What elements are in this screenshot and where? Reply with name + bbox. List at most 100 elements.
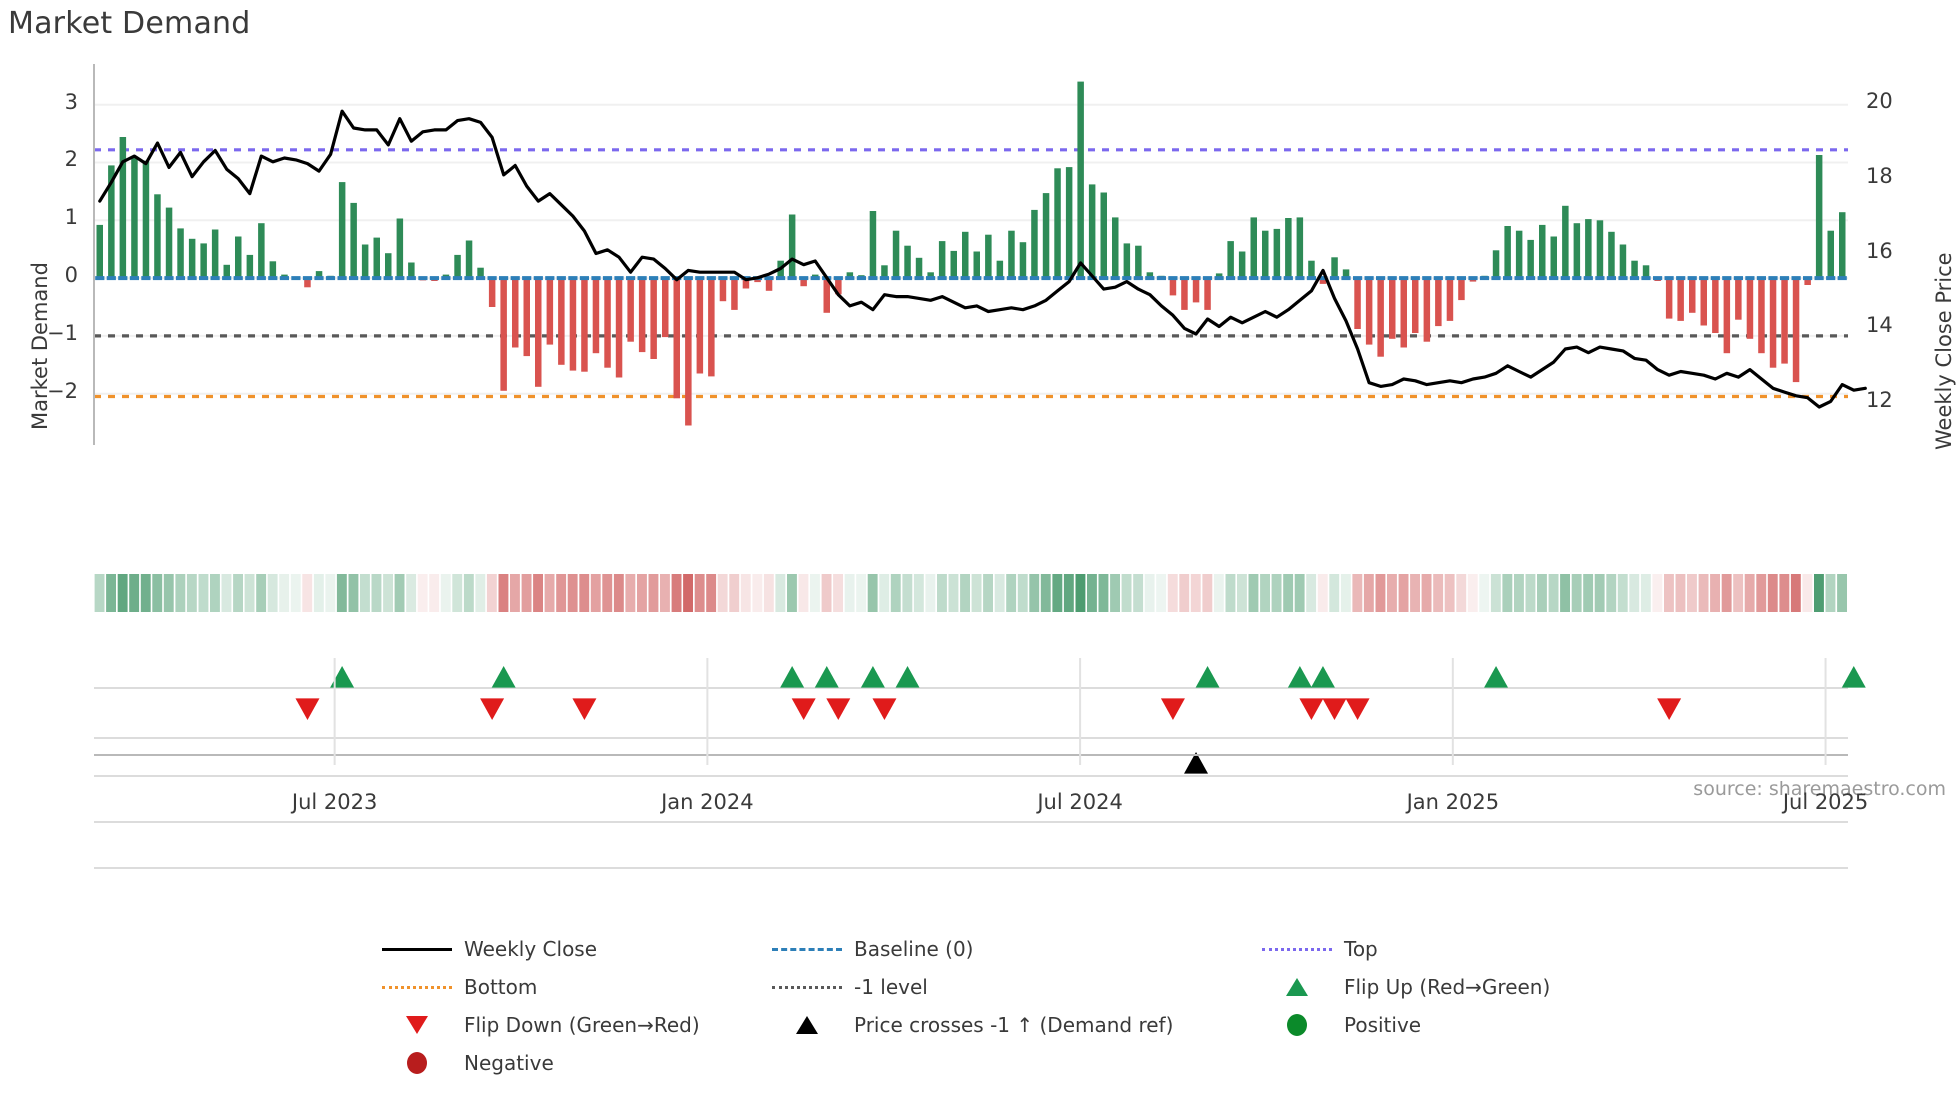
baseline-segments [95, 276, 1847, 281]
demand-bar [304, 278, 311, 288]
baseline-segment [187, 276, 197, 281]
heatmap-cell [163, 574, 174, 612]
baseline-segment [533, 276, 543, 281]
demand-bar [177, 228, 184, 279]
baseline-segment [476, 276, 486, 281]
baseline-segment [360, 276, 370, 281]
baseline-segment [856, 276, 866, 281]
demand-bar [800, 278, 807, 287]
demand-bar [1815, 155, 1823, 279]
flip-down-marker [480, 698, 505, 720]
legend-minus-one[interactable]: -1 level [770, 975, 1260, 999]
heatmap-cell [533, 574, 543, 612]
demand-bar [108, 165, 115, 279]
heatmap-cell [1594, 574, 1605, 612]
flip-down-marker [872, 698, 897, 720]
heatmap-cell [1098, 574, 1109, 612]
demand-bar [1781, 278, 1788, 364]
baseline-segment [1826, 276, 1836, 281]
axes [93, 64, 1848, 756]
baseline-segment [429, 276, 439, 281]
heatmap-cell [94, 574, 105, 612]
legend-positive[interactable]: Positive [1260, 1013, 1640, 1037]
heatmap-cell [694, 574, 705, 612]
demand-bar [235, 236, 242, 279]
demand-bar [1112, 217, 1119, 279]
baseline-segment [1318, 276, 1328, 281]
baseline-segment [879, 276, 889, 281]
demand-bar [788, 214, 796, 279]
demand-bar [1758, 278, 1765, 354]
baseline-segment [1479, 276, 1490, 281]
baseline-segment [891, 276, 901, 281]
heatmap-cell [336, 574, 347, 612]
baseline-segment [937, 276, 947, 281]
baseline-segment [164, 276, 174, 281]
demand-bar [1077, 81, 1084, 279]
heatmap-cell [925, 574, 936, 612]
baseline-segment [245, 276, 255, 281]
demand-bar [1008, 230, 1015, 279]
flip-up-marker [491, 666, 516, 688]
heatmap-cell [763, 574, 774, 612]
demand-bar [627, 278, 634, 342]
baseline-segment [1191, 276, 1201, 281]
baseline-segment [1756, 276, 1766, 281]
legend-negative[interactable]: Negative [380, 1051, 770, 1075]
demand-bar [719, 278, 727, 302]
baseline-segment [487, 276, 497, 281]
heatmap-cell [302, 574, 313, 612]
baseline-segment [1099, 276, 1109, 281]
demand-bar [846, 272, 854, 279]
demand-bar [1435, 278, 1442, 327]
legend-baseline[interactable]: Baseline (0) [770, 937, 1260, 961]
baseline-segment [1537, 276, 1547, 281]
circle-icon [407, 1052, 427, 1074]
baseline-segment [222, 276, 232, 281]
demand-bar [973, 251, 980, 279]
heatmap-cell [1837, 574, 1847, 612]
demand-bar [154, 194, 161, 279]
baseline-segment [406, 276, 416, 281]
baseline-segment [1803, 276, 1813, 281]
heatmap-cell [1629, 574, 1640, 612]
heatmap-cell [1110, 574, 1120, 612]
demand-bar [558, 278, 565, 365]
legend-flip-down[interactable]: Flip Down (Green→Red) [380, 1013, 770, 1037]
heatmap-cell [313, 574, 324, 612]
heatmap-cell [856, 574, 867, 612]
legend-label: Positive [1344, 1013, 1422, 1037]
baseline-segment [1110, 276, 1120, 281]
legend-top[interactable]: Top [1260, 937, 1640, 961]
demand-bar [96, 224, 103, 279]
baseline-segment [175, 276, 186, 281]
baseline-segment [372, 276, 382, 281]
legend-price-cross[interactable]: Price crosses -1 ↑ (Demand ref) [770, 1013, 1260, 1037]
heatmap-cell [1190, 574, 1201, 612]
flip-down-marker [572, 698, 597, 720]
baseline-segment [695, 276, 705, 281]
baseline-segment [1353, 276, 1363, 281]
flip-down-marker [1657, 698, 1682, 720]
heatmap-cell [833, 574, 843, 612]
legend-flip-up[interactable]: Flip Up (Red→Green) [1260, 975, 1640, 999]
heatmap-cell [902, 574, 913, 612]
heatmap-cell [325, 574, 336, 612]
demand-bar [200, 243, 207, 279]
heatmap-strip [94, 574, 1847, 612]
baseline-segment [337, 276, 347, 281]
baseline-segment [1202, 276, 1213, 281]
heatmap-cell [452, 574, 463, 612]
demand-bars [96, 81, 1846, 426]
heatmap-cell [1825, 574, 1836, 612]
heatmap-cell [1352, 574, 1363, 612]
legend-weekly-close[interactable]: Weekly Close [380, 937, 770, 961]
baseline-segment [464, 276, 474, 281]
demand-bar [996, 260, 1004, 278]
flip-up-marker [780, 666, 805, 688]
y-tick-left-2: 2 [64, 147, 78, 172]
heatmap-cell [1225, 574, 1236, 612]
baseline-segment [510, 276, 520, 281]
legend-bottom[interactable]: Bottom [380, 975, 770, 999]
baseline-segment [1687, 276, 1697, 281]
